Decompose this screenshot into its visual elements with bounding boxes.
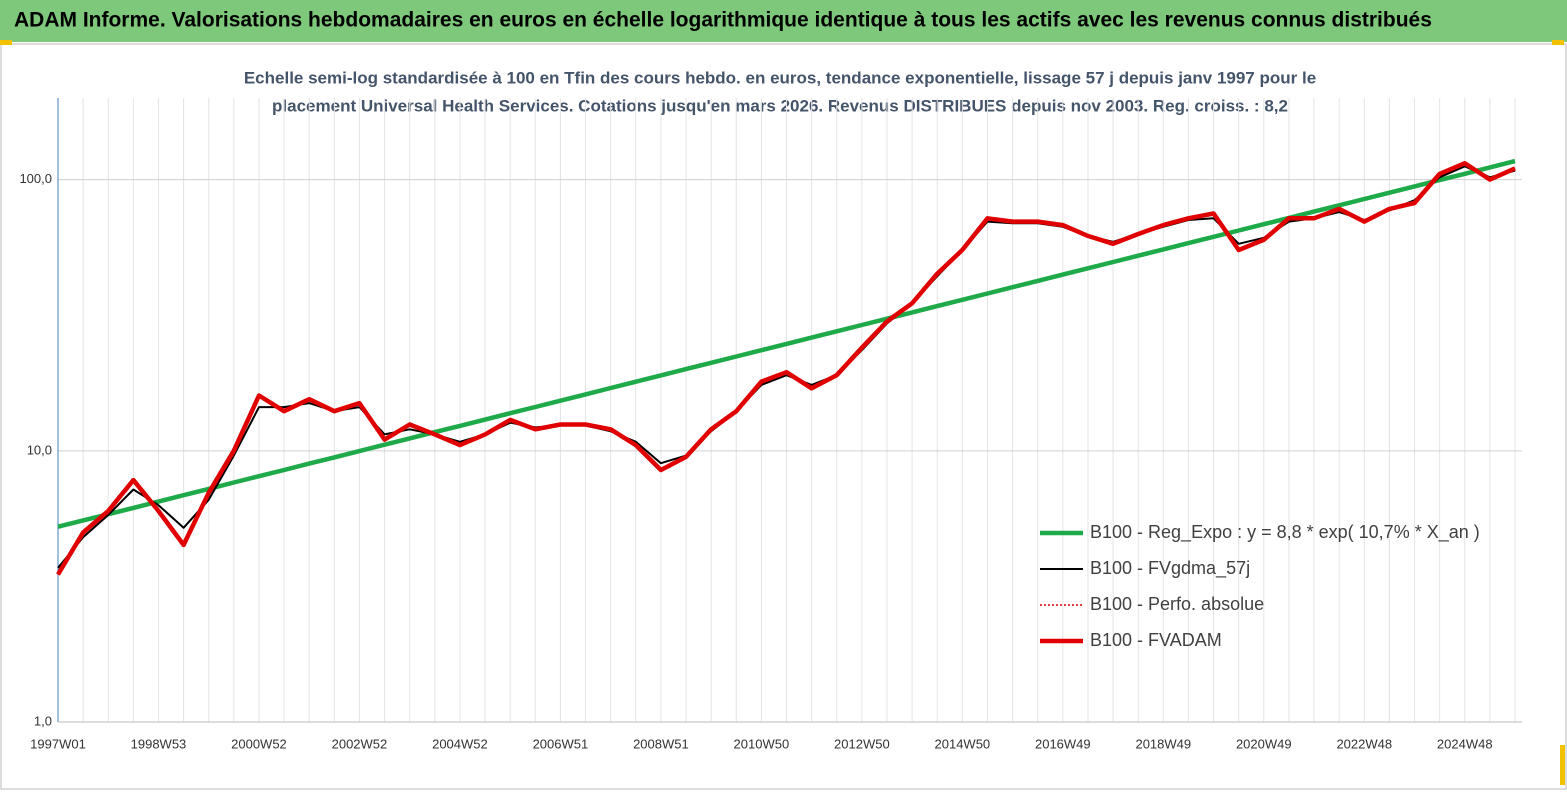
frame: [0, 43, 1567, 790]
header-title: ADAM Informe. Valorisations hebdomadaire…: [14, 9, 1432, 32]
x-tick-label: 2012W50: [834, 736, 890, 751]
x-tick-label: 2016W49: [1035, 736, 1091, 751]
header-bar: [0, 0, 1567, 42]
subtitle: placement Universal Health Services. Cot…: [272, 96, 1288, 115]
series-line: [56, 160, 1516, 576]
legend-label: B100 - Reg_Expo : y = 8,8 * exp( 10,7% *…: [1090, 522, 1480, 543]
x-tick-label: 1998W53: [131, 736, 187, 751]
x-tick-label: 2004W52: [432, 736, 488, 751]
legend-label: B100 - Perfo. absolue: [1090, 594, 1264, 614]
y-tick-label: 1,0: [34, 713, 52, 728]
x-tick-label: 2010W50: [734, 736, 790, 751]
x-tick-label: 2000W52: [231, 736, 287, 751]
legend-label: B100 - FVADAM: [1090, 630, 1222, 650]
series-line: [57, 158, 1516, 529]
x-tick-label: 2022W48: [1336, 736, 1392, 751]
corner: [1552, 40, 1564, 45]
subtitle: Echelle semi-log standardisée à 100 en T…: [244, 68, 1316, 87]
x-tick-label: 1997W01: [30, 736, 86, 751]
x-tick-label: 2002W52: [332, 736, 388, 751]
corner: [1560, 745, 1565, 785]
x-tick-label: 2008W51: [633, 736, 689, 751]
legend-label: B100 - FVgdma_57j: [1090, 558, 1250, 579]
corner: [0, 40, 12, 45]
y-tick-label: 100,0: [19, 171, 52, 186]
x-tick-label: 2018W49: [1135, 736, 1191, 751]
x-tick-label: 2020W49: [1236, 736, 1292, 751]
x-tick-label: 2014W50: [935, 736, 991, 751]
x-tick-label: 2024W48: [1437, 736, 1493, 751]
y-tick-label: 10,0: [27, 442, 52, 457]
x-tick-label: 2006W51: [533, 736, 589, 751]
